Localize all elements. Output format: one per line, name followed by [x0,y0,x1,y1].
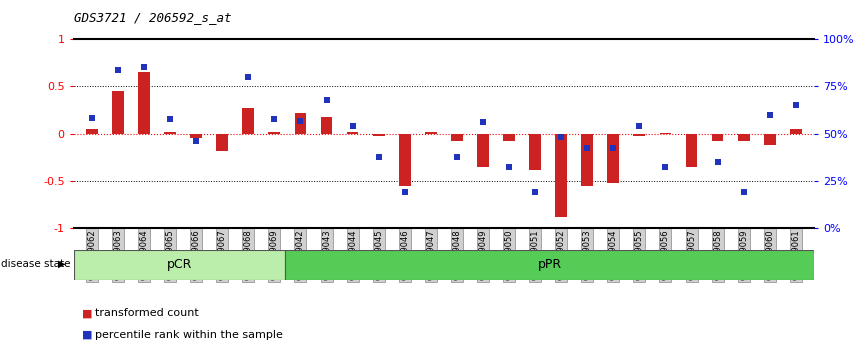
Bar [738,133,749,141]
Text: ■: ■ [82,308,93,318]
Text: disease state: disease state [1,259,70,269]
Bar [712,133,723,141]
Text: GDS3721 / 206592_s_at: GDS3721 / 206592_s_at [74,11,231,24]
Bar [425,132,436,133]
Bar [242,108,254,133]
Bar [216,133,228,151]
Bar [165,132,176,133]
Text: ▶: ▶ [58,259,66,269]
Bar [191,133,202,138]
Bar [477,133,488,167]
Bar [74,250,285,280]
Bar [764,133,776,145]
Bar [268,132,281,133]
Bar [399,133,410,186]
Bar [555,133,567,217]
Bar [634,133,645,136]
Bar [139,72,150,133]
Text: pCR: pCR [166,258,192,271]
Text: pPR: pPR [538,258,562,271]
Bar [581,133,593,186]
Bar [686,133,697,167]
Bar [503,133,515,141]
Text: percentile rank within the sample: percentile rank within the sample [95,330,283,339]
Bar [346,132,359,133]
Bar [86,129,98,133]
Bar [372,133,385,136]
Bar [607,133,619,183]
Bar [529,133,541,170]
Bar [451,133,462,141]
Text: transformed count: transformed count [95,308,199,318]
Bar [320,116,333,133]
Text: ■: ■ [82,330,93,339]
Bar [285,250,814,280]
Bar [790,129,802,133]
Bar [294,113,307,133]
Bar [112,91,124,133]
